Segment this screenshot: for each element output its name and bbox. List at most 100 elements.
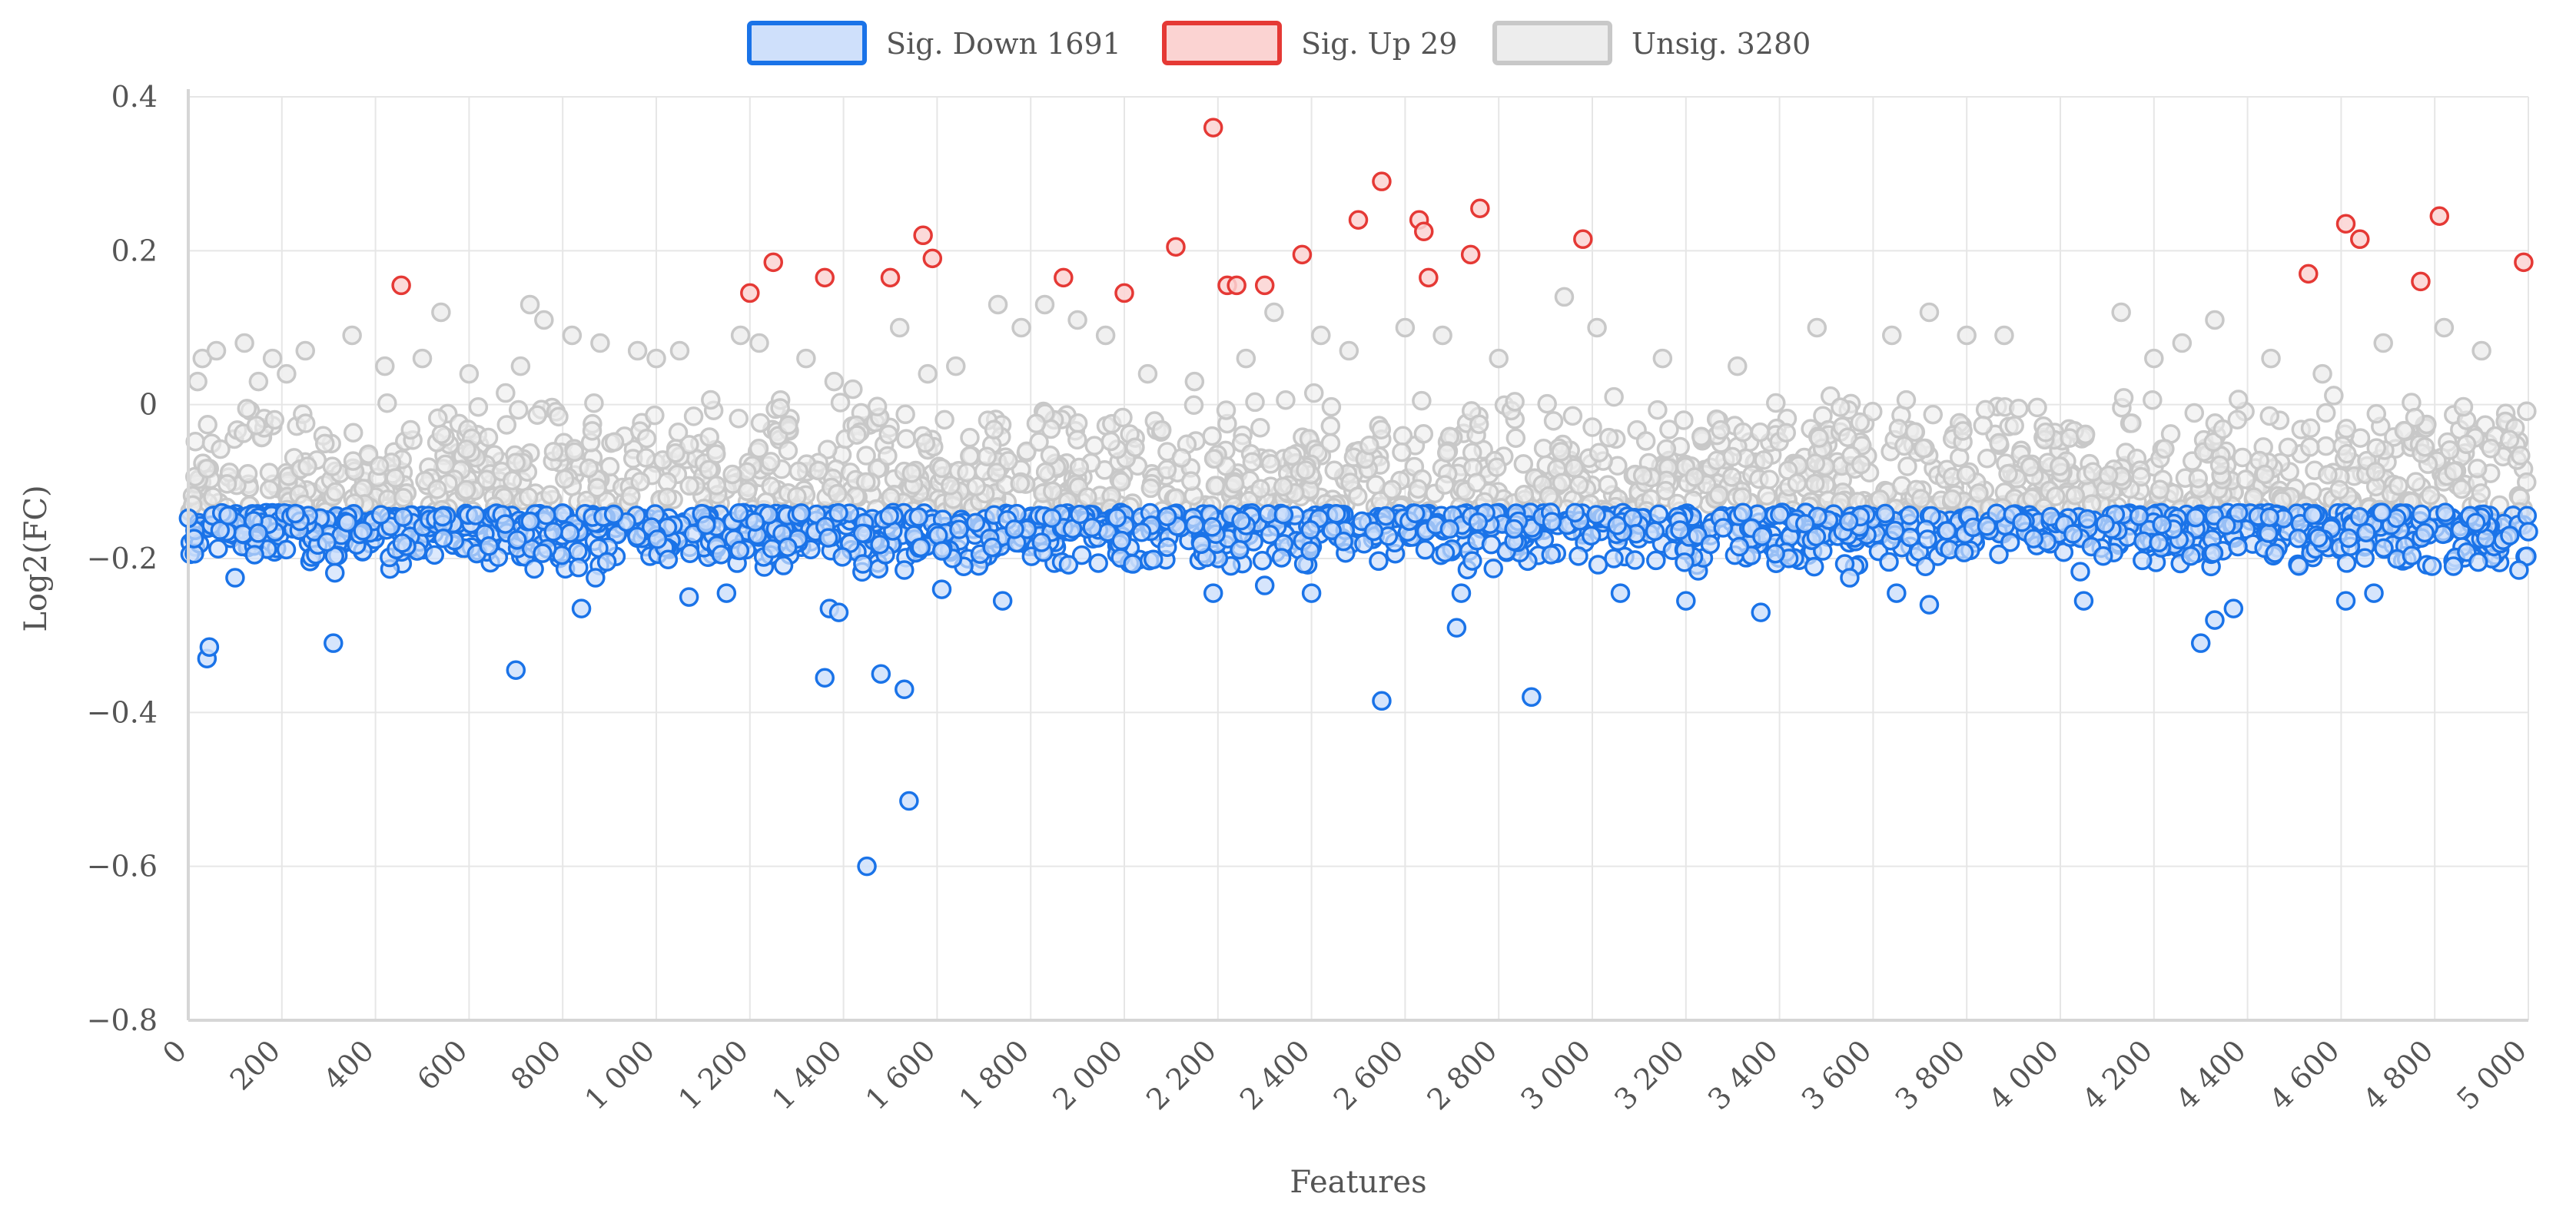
down-band-point xyxy=(2133,550,2153,571)
unsig-band-point xyxy=(761,476,781,496)
data-point xyxy=(1446,618,1467,638)
legend-swatch[interactable] xyxy=(747,21,867,65)
down-band-point xyxy=(1648,504,1669,525)
unsig-band-point xyxy=(259,479,280,499)
data-point xyxy=(2312,363,2332,384)
down-band-point xyxy=(495,514,516,534)
unsig-band-point xyxy=(2517,401,2537,421)
unsig-band-point xyxy=(1894,436,1914,456)
data-point xyxy=(1554,287,1575,307)
data-point xyxy=(1034,294,1055,315)
unsig-band-point xyxy=(2315,403,2336,423)
data-point xyxy=(590,333,610,353)
unsig-band-point xyxy=(1969,483,1989,503)
unsig-band-point xyxy=(2471,483,2491,503)
unsig-band-point xyxy=(1067,429,1087,450)
down-band-point xyxy=(1700,534,1721,555)
legend-label[interactable]: Sig. Up 29 xyxy=(1301,27,1457,61)
down-band-point xyxy=(1369,551,1389,572)
legend-label[interactable]: Unsig. 3280 xyxy=(1632,27,1811,61)
data-point xyxy=(1184,371,1205,392)
unsig-band-point xyxy=(2300,437,2320,457)
unsig-band-point xyxy=(1648,399,1668,420)
unsig-band-point xyxy=(2420,485,2441,506)
unsig-band-point xyxy=(2405,472,2426,492)
x-tick-label: 1 000 xyxy=(578,1033,661,1116)
down-band-point xyxy=(2129,506,2149,526)
down-band-point xyxy=(2070,562,2090,582)
x-tick-label: 3 200 xyxy=(1608,1033,1691,1116)
down-band-point xyxy=(1917,529,1937,549)
down-band-point xyxy=(324,562,345,583)
unsig-band-point xyxy=(1805,453,1825,473)
unsig-band-point xyxy=(1896,390,1917,410)
unsig-band-point xyxy=(1998,463,2018,484)
data-point xyxy=(2172,333,2193,353)
unsig-band-point xyxy=(1171,448,1192,468)
unsig-band-point xyxy=(1408,479,1429,499)
unsig-band-point xyxy=(987,462,1007,482)
down-band-point xyxy=(2402,545,2422,565)
unsig-band-point xyxy=(1151,419,1172,440)
unsig-band-point xyxy=(502,470,523,491)
data-point xyxy=(2205,610,2225,630)
data-point xyxy=(1573,229,1593,250)
unsig-band-point xyxy=(1685,467,1705,487)
unsig-band-point xyxy=(1910,489,1931,509)
unsig-band-point xyxy=(2075,424,2096,445)
data-point xyxy=(679,587,699,607)
unsig-band-point xyxy=(1904,422,1925,442)
down-band-point xyxy=(1004,519,1024,539)
unsig-band-point xyxy=(2229,390,2249,409)
legend-label[interactable]: Sig. Down 1691 xyxy=(886,27,1121,61)
unsig-band-point xyxy=(1242,452,1263,472)
legend-swatch[interactable] xyxy=(1492,21,1612,65)
legend-swatch[interactable] xyxy=(1162,21,1282,65)
down-band-point xyxy=(2023,529,2044,549)
unsig-band-point xyxy=(2336,419,2357,439)
down-band-point xyxy=(2265,543,2286,563)
unsig-band-point xyxy=(1888,419,1909,439)
down-band-point xyxy=(1915,556,1936,576)
unsig-band-point xyxy=(984,419,1004,439)
down-band-point xyxy=(433,506,453,527)
unsig-band-point xyxy=(1273,476,1293,497)
unsig-band-point xyxy=(683,406,704,426)
unsig-band-point xyxy=(2453,396,2474,417)
unsig-band-point xyxy=(940,476,961,496)
data-point xyxy=(913,225,933,246)
unsig-band-point xyxy=(1569,475,1589,496)
unsig-band-point xyxy=(1113,407,1133,428)
unsig-band-point xyxy=(2366,403,2387,424)
down-band-point xyxy=(965,512,986,533)
unsig-band-point xyxy=(1371,419,1392,439)
unsig-band-point xyxy=(2083,462,2103,482)
down-band-point xyxy=(773,555,794,575)
unsig-band-point xyxy=(2415,436,2435,457)
unsig-band-point xyxy=(1656,439,1677,459)
down-band-point xyxy=(1260,524,1280,545)
down-band-point xyxy=(2228,502,2249,523)
unsig-band-point xyxy=(1837,427,1858,447)
down-band-point xyxy=(393,507,413,527)
data-point xyxy=(646,348,666,369)
down-band-point xyxy=(1885,520,1905,541)
down-band-point xyxy=(2289,556,2309,576)
down-band-point xyxy=(1483,559,1503,579)
unsig-band-point xyxy=(2481,438,2501,459)
unsig-band-point xyxy=(1956,465,1977,486)
down-band-point xyxy=(1300,541,1320,561)
down-band-point xyxy=(1439,519,1460,539)
unsig-band-point xyxy=(506,453,526,472)
unsig-band-point xyxy=(1691,426,1711,446)
down-band-point xyxy=(1058,555,1079,575)
unsig-band-point xyxy=(2444,461,2464,482)
unsig-band-point xyxy=(2209,455,2230,476)
unsig-band-point xyxy=(1598,475,1618,495)
unsig-band-point xyxy=(1250,417,1270,438)
down-band-point xyxy=(1541,545,1562,565)
down-band-point xyxy=(1838,512,1859,532)
down-band-point xyxy=(1143,549,1164,569)
data-point xyxy=(1994,325,2014,346)
down-band-point xyxy=(647,529,668,549)
